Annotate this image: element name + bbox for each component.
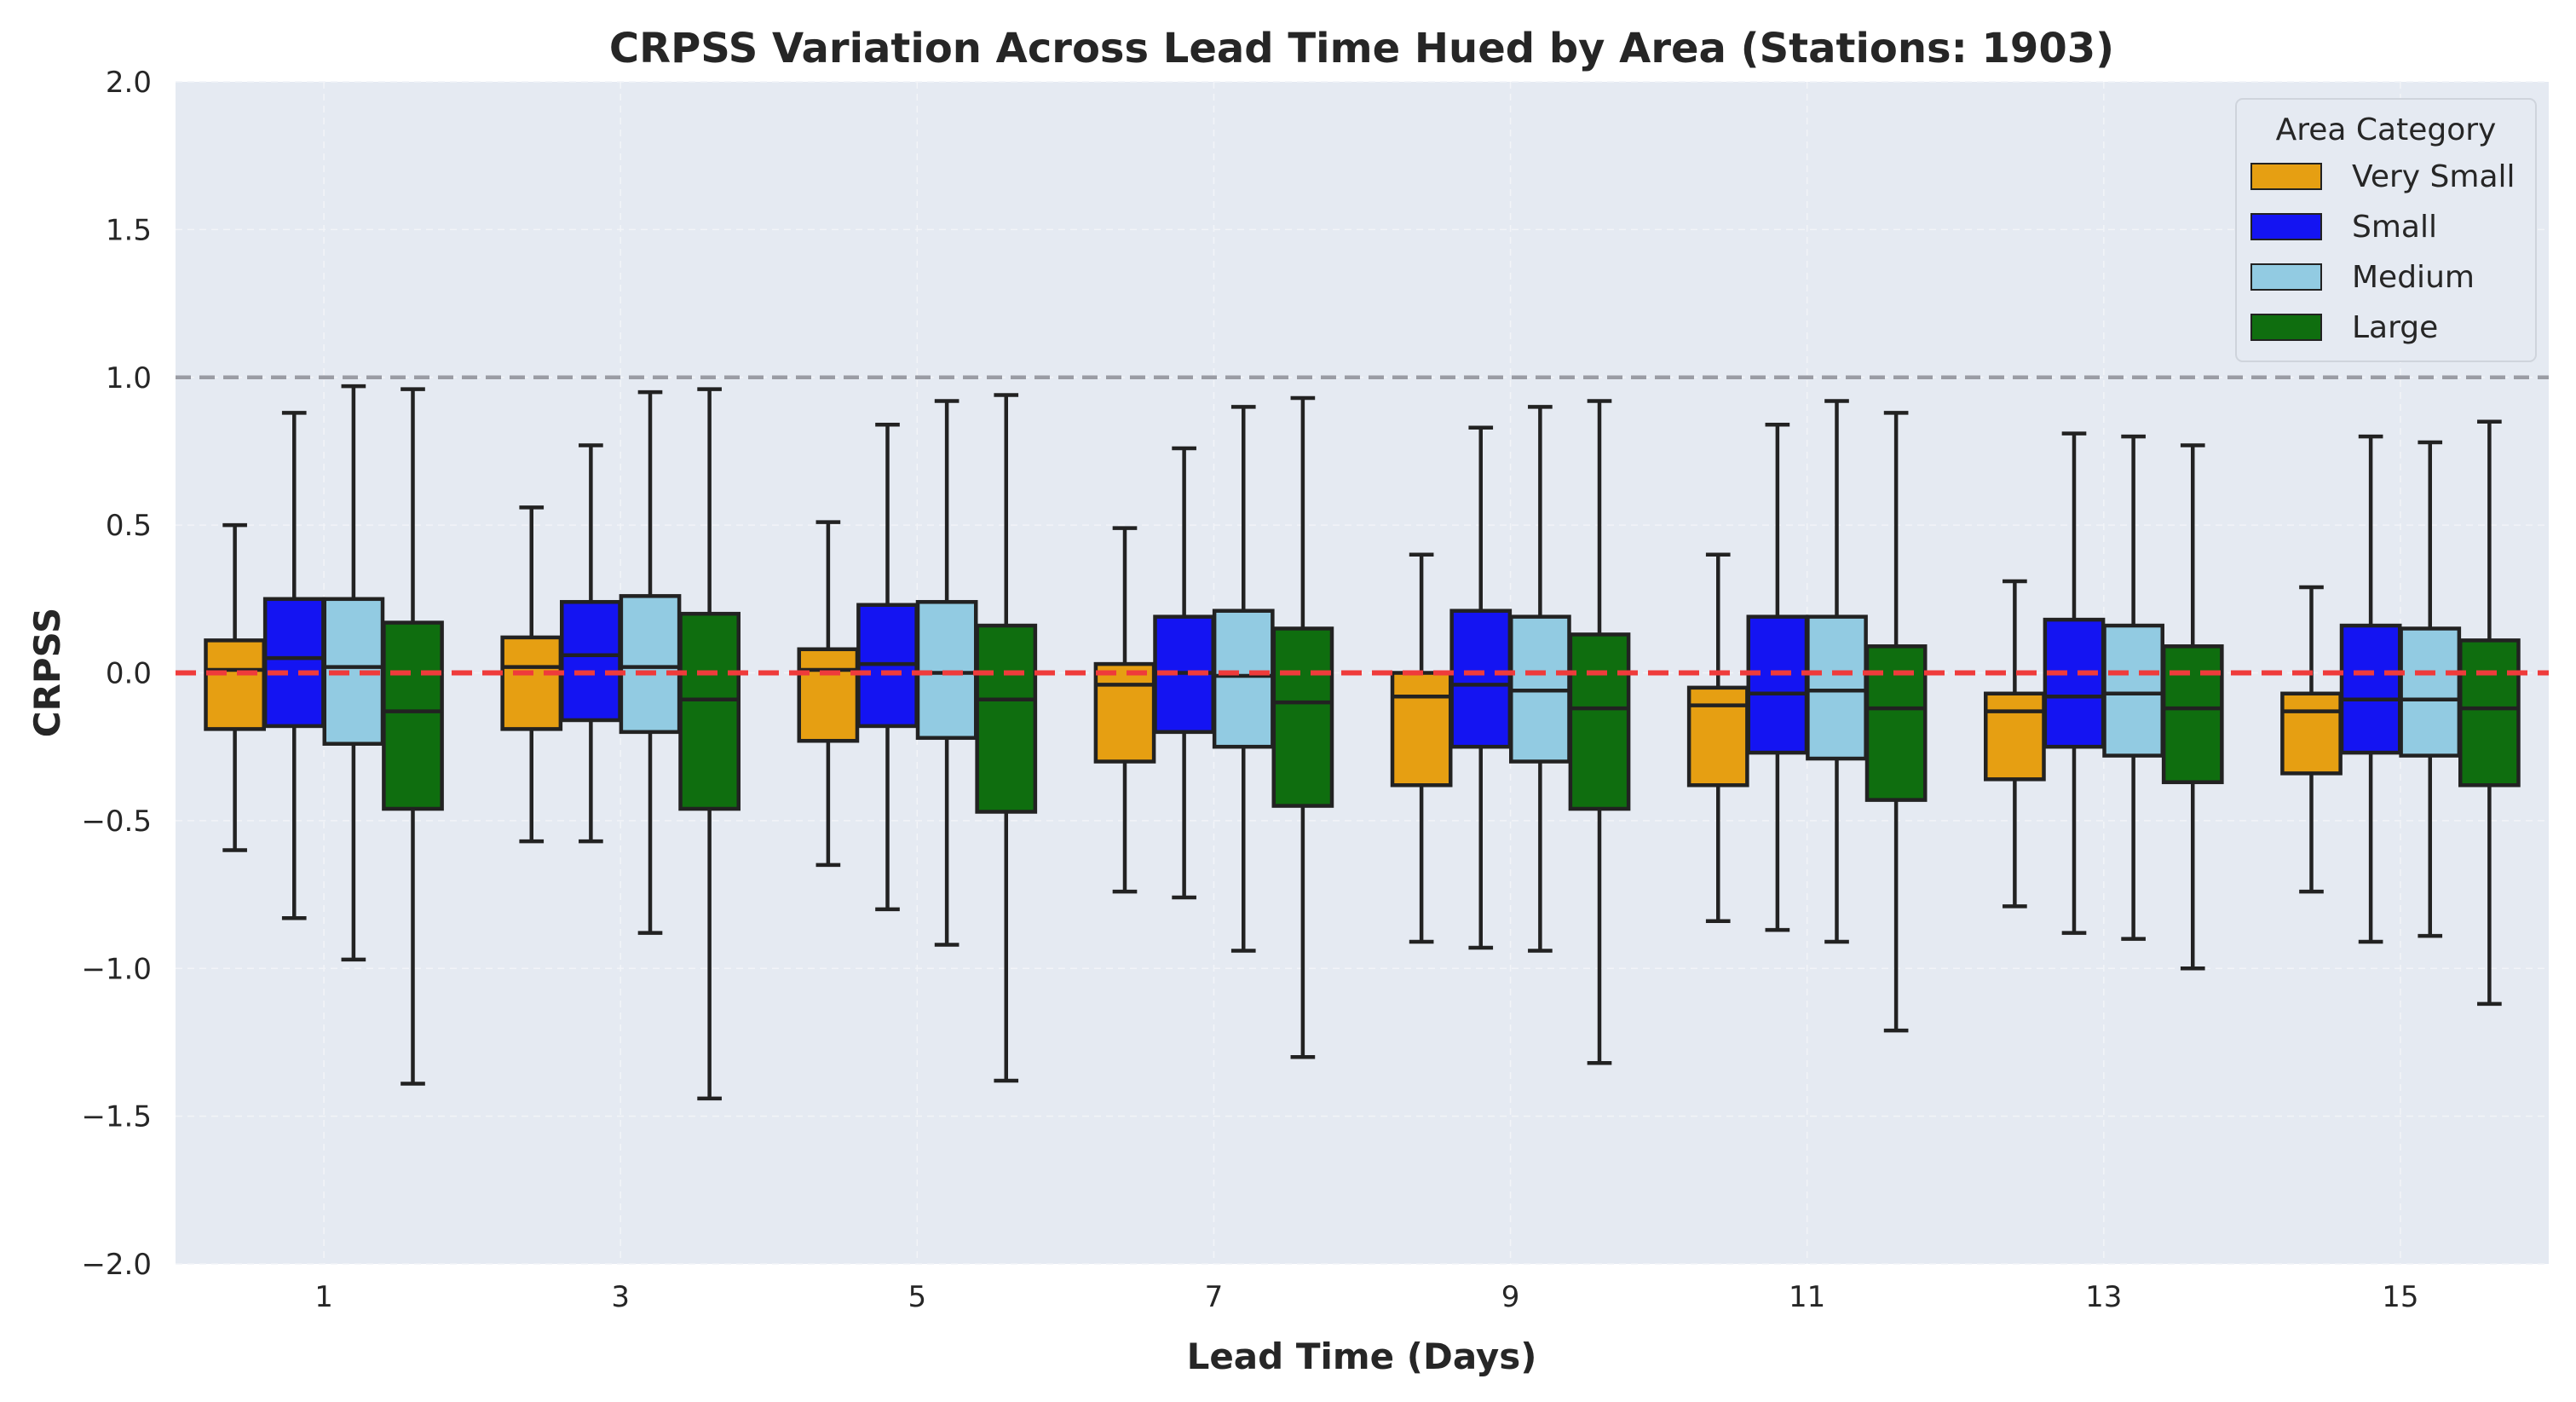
box-small [262,411,326,920]
box-large [678,387,741,1101]
box-large [975,393,1038,1083]
x-tick-label: 7 [1205,1280,1224,1314]
iqr-box [915,600,978,741]
legend-swatch [2250,163,2322,190]
y-tick-label: 1.5 [106,213,152,247]
iqr-box [1271,626,1334,808]
box-very-small [500,505,563,844]
legend-label: Very Small [2352,159,2515,194]
y-tick-label: 1.0 [106,361,152,395]
box-very-small [1390,552,1453,944]
x-tick-label: 9 [1501,1280,1520,1314]
box-medium [915,399,978,947]
x-tick-label: 3 [611,1280,630,1314]
iqr-box [204,638,266,731]
iqr-box [797,647,860,743]
iqr-box [1806,614,1868,761]
iqr-box [2280,691,2343,776]
y-axis-label: CRPSS [26,608,68,738]
iqr-box [262,597,326,729]
box-small [2043,431,2106,935]
legend-swatch [2250,314,2322,341]
box-medium [2399,440,2462,938]
iqr-box [2399,626,2462,758]
legend-items: Very Small Small Medium Large [2250,159,2515,345]
legend-label: Large [2352,310,2438,345]
axis-ticks: −2.0−1.5−1.0−0.50.00.51.01.52.01 3 5 7 9 11 13… [81,66,2418,1314]
box-large [1271,395,1334,1059]
y-tick-label: 0.0 [106,657,152,691]
legend-label: Small [2352,210,2437,245]
iqr-box [560,600,622,723]
legend-swatch [2250,263,2322,291]
iqr-box [1568,632,1631,811]
legend-label: Medium [2352,260,2475,295]
iqr-box [500,635,563,731]
y-tick-label: 2.0 [106,66,152,100]
box-small [1449,425,1513,950]
box-groups [204,384,2521,1101]
box-small [1746,422,1809,932]
legend-swatch [2250,213,2322,240]
iqr-box [1449,609,1513,749]
box-very-small [2280,585,2343,894]
iqr-box [2458,638,2521,788]
x-tick-label: 15 [2382,1280,2418,1314]
box-medium [619,389,682,935]
iqr-box [2339,623,2402,755]
box-large [382,387,444,1086]
chart-title: CRPSS Variation Across Lead Time Hued by… [609,25,2114,72]
iqr-box [1864,644,1928,802]
legend: Area Category Very Small Small Medium Large [2235,98,2537,362]
iqr-box [1093,661,1156,764]
iqr-box [2043,617,2106,749]
iqr-box [1390,671,1453,788]
x-tick-label: 5 [908,1280,926,1314]
box-very-small [1093,526,1156,894]
box-large [1568,399,1631,1065]
iqr-box [1984,691,2046,782]
y-tick-label: −1.5 [81,1100,152,1134]
iqr-box [2102,623,2164,758]
box-small [856,422,919,912]
box-very-small [797,520,860,868]
box-medium [1509,405,1571,953]
box-very-small [1984,579,2046,909]
y-tick-label: 0.5 [106,509,152,543]
iqr-box [2161,644,2224,785]
box-medium [1212,405,1275,953]
x-tick-label: 11 [1789,1280,1825,1314]
y-tick-label: −0.5 [81,805,152,839]
iqr-box [678,611,741,811]
reference-lines [176,375,2549,676]
box-large [2161,443,2224,971]
iqr-box [619,594,682,735]
x-tick-label: 13 [2085,1280,2122,1314]
box-large [2458,419,2521,1007]
x-axis-label: Lead Time (Days) [1187,1336,1537,1377]
iqr-box [1212,609,1275,749]
iqr-box [1686,685,1749,788]
y-tick-label: −2.0 [81,1248,152,1282]
legend-title: Area Category [2276,113,2497,147]
iqr-box [382,620,444,811]
y-tick-label: −1.0 [81,952,152,986]
iqr-box [1746,614,1809,755]
box-medium [2102,434,2164,941]
iqr-box [975,623,1038,814]
x-tick-label: 1 [314,1280,333,1314]
